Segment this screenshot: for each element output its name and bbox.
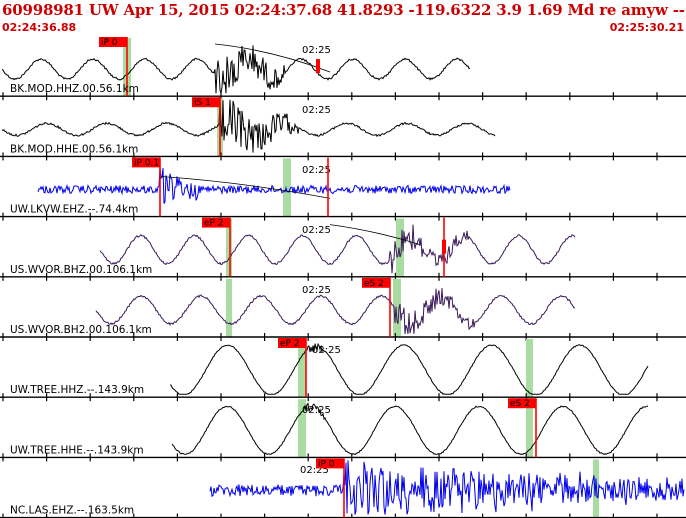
trace-panel[interactable]: 02:25 eP 2 UW.TREE.HHZ.--.143.9km bbox=[0, 338, 686, 402]
amplitude-marker bbox=[316, 59, 320, 74]
phase-pick-label: iP 0 bbox=[101, 38, 118, 48]
phase-pick-label: eS 2 bbox=[364, 279, 384, 289]
station-label: UW.LKVW.EHZ.--.74.4km bbox=[10, 204, 138, 216]
phase-pick-flag[interactable] bbox=[99, 37, 127, 47]
phase-pick-label: eP 2 bbox=[204, 219, 224, 229]
pick-window-band bbox=[396, 218, 404, 277]
event-title: 60998981 UW Apr 15, 2015 02:24:37.68 41.… bbox=[2, 1, 686, 19]
waveform-trace bbox=[37, 167, 511, 204]
waveform-trace bbox=[99, 224, 576, 274]
phase-pick-label: iS 1 bbox=[194, 98, 211, 108]
time-tick-label: 02:25 bbox=[302, 405, 331, 416]
station-label: NC.LAS.EHZ.--.163.5km bbox=[10, 505, 134, 517]
time-tick-label: 02:25 bbox=[302, 285, 331, 296]
travel-time-curve bbox=[159, 176, 331, 199]
pick-window-band bbox=[298, 399, 306, 458]
pick-window-band bbox=[526, 399, 533, 458]
time-tick-label: 02:25 bbox=[302, 45, 331, 56]
pick-window-band bbox=[526, 339, 533, 398]
waveform-trace bbox=[1, 45, 471, 94]
phase-pick-label: iP 0 bbox=[318, 459, 335, 469]
event-header: 60998981 UW Apr 15, 2015 02:24:37.68 41.… bbox=[0, 0, 686, 36]
trace-panel[interactable]: 02:25 iP 0.1 UW.LKVW.EHZ.--.74.4km bbox=[0, 157, 686, 221]
phase-pick-flag[interactable] bbox=[278, 338, 306, 348]
time-tick-label: 02:25 bbox=[312, 345, 341, 356]
phase-pick-flag[interactable] bbox=[192, 97, 220, 108]
phase-pick-flag[interactable] bbox=[362, 277, 390, 288]
window-end-time: 02:25:30.21 bbox=[609, 21, 684, 34]
phase-pick-flag[interactable] bbox=[508, 398, 536, 409]
trace-panel[interactable]: 02:25 eS 2 UW.TREE.HHE.--.143.9km bbox=[0, 398, 686, 462]
station-label: UW.TREE.HHZ.--.143.9km bbox=[10, 384, 144, 396]
pick-window-band bbox=[283, 158, 291, 217]
trace-panel[interactable]: 02:25 eP 2 US.WVOR.BHZ.00.106.1km bbox=[0, 217, 686, 281]
pick-window-band bbox=[298, 339, 306, 398]
phase-pick-label: eS 2 bbox=[510, 399, 530, 409]
station-label: BK.MOD.HHE.00.56.1km bbox=[10, 143, 138, 155]
station-label: UW.TREE.HHE.--.143.9km bbox=[10, 444, 144, 456]
phase-pick-flag[interactable] bbox=[316, 458, 344, 469]
pick-window-band bbox=[593, 459, 599, 518]
station-label: US.WVOR.BH2.00.106.1km bbox=[10, 324, 152, 336]
station-label: US.WVOR.BHZ.00.106.1km bbox=[10, 264, 152, 276]
time-tick-label: 02:25 bbox=[302, 105, 331, 116]
station-label: BK.MOD.HHZ.00.56.1km bbox=[10, 83, 139, 95]
time-tick-label: 02:25 bbox=[302, 165, 331, 176]
pick-window-band bbox=[226, 278, 232, 337]
waveform-trace bbox=[95, 288, 576, 335]
pick-window-band bbox=[393, 278, 401, 337]
phase-pick-flag[interactable] bbox=[202, 217, 230, 228]
time-tick-label: 02:25 bbox=[302, 225, 331, 236]
window-start-time: 02:24:36.88 bbox=[2, 21, 77, 34]
phase-pick-label: eP 2 bbox=[280, 339, 300, 349]
waveform-trace bbox=[1, 99, 496, 153]
waveform-trace bbox=[171, 402, 649, 456]
waveform-trace bbox=[209, 460, 685, 515]
waveform-trace bbox=[169, 342, 649, 395]
pick-window-band bbox=[226, 218, 232, 277]
travel-time-curve bbox=[329, 224, 421, 245]
time-tick-label: 02:25 bbox=[300, 465, 329, 476]
amplitude-marker bbox=[442, 239, 446, 254]
phase-pick-flag[interactable] bbox=[132, 157, 160, 168]
trace-panel[interactable]: 02:25 iS 1 BK.MOD.HHE.00.56.1km bbox=[0, 97, 686, 161]
phase-pick-label: iP 0.1 bbox=[134, 158, 159, 168]
trace-panel[interactable]: 02:25 eS 2 US.WVOR.BH2.00.106.1km bbox=[0, 277, 686, 341]
trace-panel[interactable]: 02:25 iP 0 BK.MOD.HHZ.00.56.1km bbox=[0, 37, 686, 101]
